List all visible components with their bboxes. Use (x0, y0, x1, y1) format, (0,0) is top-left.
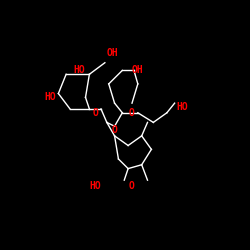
Text: OH: OH (132, 66, 144, 76)
Text: O: O (129, 108, 135, 118)
Text: HO: HO (176, 102, 188, 112)
Text: O: O (92, 108, 98, 118)
Text: O: O (112, 125, 117, 135)
Text: HO: HO (74, 66, 86, 76)
Text: OH: OH (107, 48, 118, 58)
Text: HO: HO (89, 181, 101, 191)
Text: HO: HO (45, 92, 56, 102)
Text: O: O (129, 181, 135, 191)
